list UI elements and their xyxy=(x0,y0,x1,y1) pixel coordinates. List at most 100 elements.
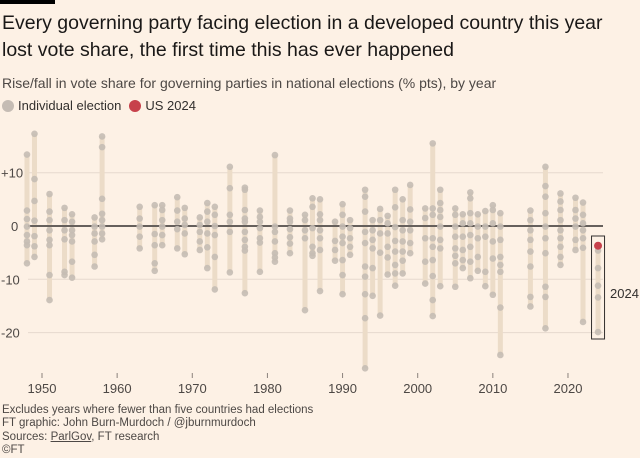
data-point xyxy=(286,240,294,247)
data-point xyxy=(226,211,234,219)
data-point xyxy=(542,325,549,332)
data-point xyxy=(459,246,467,254)
data-point xyxy=(436,223,444,230)
data-point xyxy=(61,204,68,212)
data-point xyxy=(557,226,564,234)
data-point xyxy=(542,193,549,200)
data-point xyxy=(459,256,467,264)
data-point xyxy=(46,226,53,234)
data-point xyxy=(466,274,474,282)
data-point xyxy=(151,260,159,267)
data-point xyxy=(23,207,31,214)
data-point xyxy=(369,292,376,300)
data-point xyxy=(459,210,467,218)
footnote: Excludes years where fewer than five cou… xyxy=(2,404,314,416)
data-point xyxy=(301,234,309,242)
data-point xyxy=(391,223,399,231)
data-point xyxy=(31,175,38,183)
data-point xyxy=(497,236,504,244)
data-point xyxy=(391,261,399,269)
range-bar-1954 xyxy=(69,214,75,278)
data-point xyxy=(151,230,159,238)
legend-label: Individual election xyxy=(18,98,122,113)
data-point xyxy=(61,226,68,234)
data-point xyxy=(497,253,504,261)
data-point xyxy=(497,268,504,276)
data-point xyxy=(316,216,324,224)
data-point xyxy=(451,283,459,291)
data-point xyxy=(572,194,579,202)
range-bar-1995 xyxy=(377,208,383,316)
data-point xyxy=(497,209,504,217)
data-point xyxy=(376,230,384,237)
data-point xyxy=(361,186,369,194)
range-bar-2001 xyxy=(422,208,428,284)
data-point xyxy=(181,221,189,229)
data-point xyxy=(399,196,406,203)
data-point xyxy=(466,189,474,196)
data-point xyxy=(466,194,474,202)
data-point xyxy=(98,210,106,218)
data-point xyxy=(256,224,264,232)
range-bar-1958 xyxy=(99,136,105,240)
data-point xyxy=(542,163,549,171)
data-point xyxy=(61,216,68,224)
data-point xyxy=(151,201,159,209)
data-point xyxy=(436,245,444,252)
data-point xyxy=(211,253,219,261)
data-point xyxy=(384,230,391,237)
data-point xyxy=(339,239,346,247)
data-point xyxy=(369,264,376,272)
data-point xyxy=(376,216,384,224)
x-tick-label: 1970 xyxy=(178,381,207,396)
data-point xyxy=(23,231,31,239)
data-point xyxy=(316,246,324,254)
parlgov-link[interactable]: ParlGov xyxy=(50,430,92,443)
x-tick-label: 1950 xyxy=(28,381,57,396)
data-point xyxy=(489,220,497,227)
data-point xyxy=(399,216,406,224)
data-point xyxy=(429,140,437,147)
data-point xyxy=(204,244,211,251)
data-point xyxy=(451,252,459,260)
data-point xyxy=(31,253,38,261)
data-point xyxy=(527,293,534,301)
data-point xyxy=(136,203,143,211)
range-bar-2006 xyxy=(460,214,466,269)
data-point xyxy=(579,199,587,206)
data-point xyxy=(23,215,31,223)
data-point xyxy=(421,214,429,222)
data-point xyxy=(594,282,602,289)
data-point xyxy=(98,133,106,140)
data-point xyxy=(46,296,53,304)
data-point xyxy=(474,253,482,261)
range-bar-2009 xyxy=(482,211,488,287)
range-bar-2002 xyxy=(430,143,436,317)
legend-swatch-grey xyxy=(2,99,14,112)
data-point xyxy=(98,216,106,224)
data-point xyxy=(211,231,219,239)
data-point xyxy=(391,186,399,194)
data-point xyxy=(241,289,249,297)
data-point xyxy=(406,218,414,226)
data-point xyxy=(241,206,249,214)
data-point xyxy=(436,206,444,214)
data-point xyxy=(271,258,279,266)
data-point xyxy=(211,203,219,211)
range-bar-2011 xyxy=(497,213,503,355)
data-point xyxy=(451,260,459,267)
data-point xyxy=(384,212,391,220)
x-tick-label: 2000 xyxy=(403,381,432,396)
data-point xyxy=(309,194,316,202)
data-point xyxy=(286,207,294,214)
data-point xyxy=(316,196,324,203)
data-point xyxy=(579,244,587,252)
data-point xyxy=(316,287,324,295)
data-point xyxy=(542,234,549,242)
data-point xyxy=(211,211,219,219)
data-point xyxy=(181,204,189,212)
data-point xyxy=(369,245,376,252)
data-point xyxy=(98,236,106,243)
data-point xyxy=(406,226,414,234)
chart-title: Every governing party facing election in… xyxy=(2,12,603,61)
